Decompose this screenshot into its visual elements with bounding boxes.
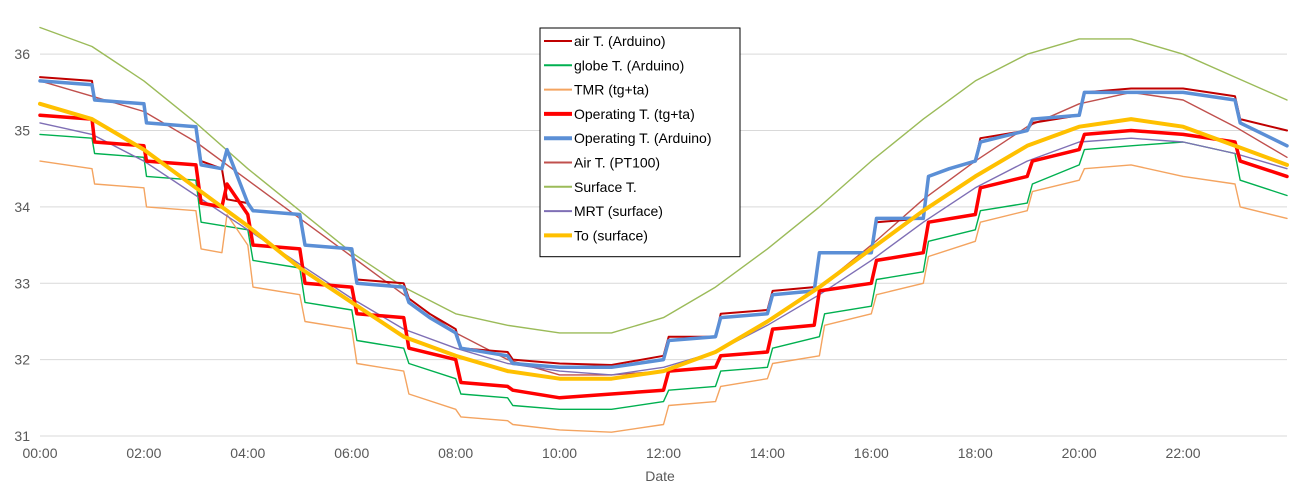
series-line-2 <box>39 160 1288 433</box>
x-tick-label: 08:00 <box>438 445 473 461</box>
legend: air T. (Arduino) globe T. (Arduino) TMR (t… <box>539 27 741 258</box>
x-tick-label: 00:00 <box>22 445 57 461</box>
y-tick-label: 33 <box>14 275 30 291</box>
series-line-6 <box>39 26 1288 334</box>
series-line-4 <box>38 79 1289 370</box>
x-axis-label: Date <box>645 468 675 484</box>
x-tick-label: 10:00 <box>542 445 577 461</box>
legend-entry-label: Operating T. (Arduino) <box>574 130 711 146</box>
y-tick-label: 32 <box>14 352 30 368</box>
x-tick-label: 14:00 <box>750 445 785 461</box>
x-tick-label: 06:00 <box>334 445 369 461</box>
y-tick-label: 31 <box>14 428 30 444</box>
y-tick-label: 36 <box>14 46 30 62</box>
x-axis-tick-labels: 00:00 02:00 04:00 06:00 08:00 10:00 12:00 14:00… <box>22 445 1200 461</box>
legend-entry-label: Air T. (PT100) <box>574 155 660 171</box>
legend-entry-label: Operating T. (tg+ta) <box>574 106 695 122</box>
series-line-7 <box>39 122 1288 376</box>
legend-entry-label: air T. (Arduino) <box>574 33 666 49</box>
series-line-1 <box>39 133 1288 410</box>
x-tick-label: 16:00 <box>854 445 889 461</box>
y-tick-label: 35 <box>14 123 30 139</box>
legend-entry-label: Surface T. <box>574 179 637 195</box>
x-tick-label: 02:00 <box>126 445 161 461</box>
x-tick-label: 12:00 <box>646 445 681 461</box>
legend-entry-label: MRT (surface) <box>574 203 663 219</box>
series-line-8 <box>38 101 1289 381</box>
y-axis-tick-labels: 31 32 33 34 35 36 <box>14 46 30 444</box>
y-tick-label: 34 <box>14 199 30 215</box>
x-tick-label: 20:00 <box>1062 445 1097 461</box>
legend-entry-label: To (surface) <box>574 227 648 243</box>
plot-area <box>38 26 1289 433</box>
x-tick-label: 22:00 <box>1166 445 1201 461</box>
x-tick-label: 04:00 <box>230 445 265 461</box>
series-line-3 <box>38 113 1289 400</box>
legend-entry-label: globe T. (Arduino) <box>574 57 684 73</box>
x-tick-label: 18:00 <box>958 445 993 461</box>
legend-entry-label: TMR (tg+ta) <box>574 82 649 98</box>
legend-box <box>539 27 741 258</box>
